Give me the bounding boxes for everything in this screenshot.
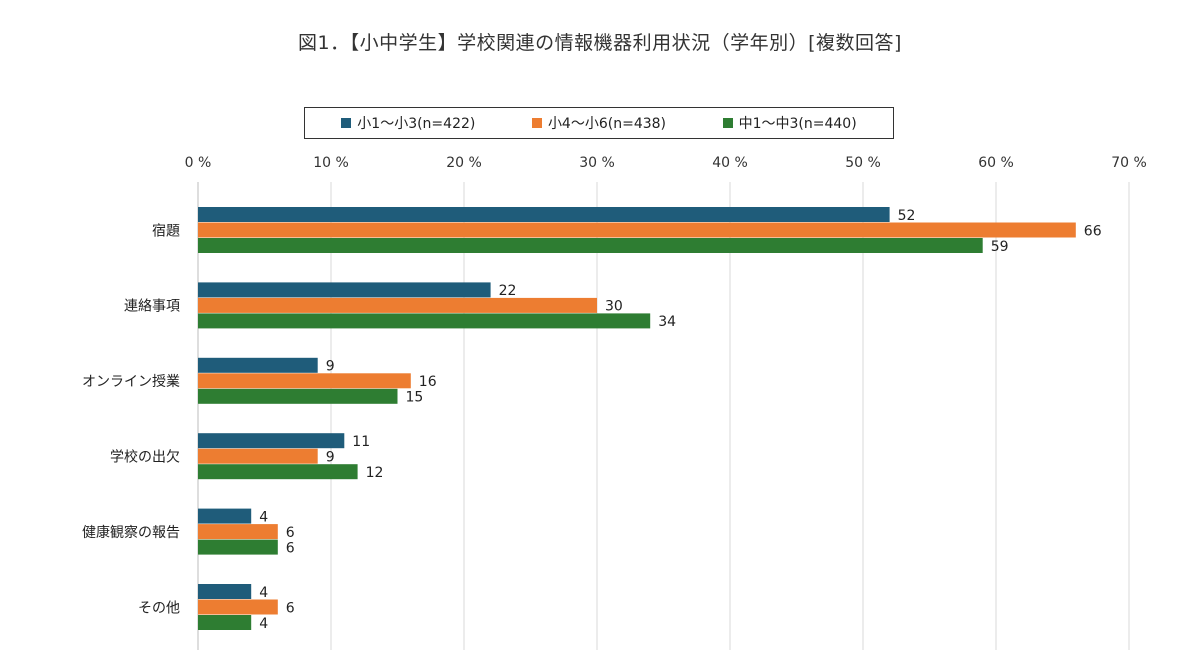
data-label: 6 [286, 525, 295, 541]
data-label: 6 [286, 540, 295, 556]
x-tick-label: 50 % [845, 155, 881, 171]
bar [198, 207, 890, 222]
data-label: 30 [605, 299, 623, 315]
x-tick-label: 70 % [1111, 155, 1147, 171]
bar [198, 238, 983, 253]
data-label: 59 [991, 239, 1009, 255]
category-label: 宿題 [152, 222, 180, 239]
legend-swatch-series-3 [722, 118, 733, 128]
legend-label-series-2: 小4〜小6(n=438) [547, 116, 667, 132]
data-label: 4 [259, 585, 268, 601]
data-label: 12 [366, 465, 384, 481]
bar [198, 222, 1076, 238]
x-tick-label: 40 % [712, 155, 748, 171]
legend-label-series-3: 中1〜中3(n=440) [738, 116, 857, 132]
legend-item-series-2: 小4〜小6(n=438) [531, 113, 667, 133]
bar [198, 615, 252, 630]
data-label: 11 [352, 434, 370, 450]
data-label: 52 [898, 208, 916, 224]
category-label: 連絡事項 [124, 299, 180, 315]
data-label: 16 [419, 374, 437, 390]
chart-title: 図1．【小中学生】学校関連の情報機器利用状況（学年別）[複数回答] [298, 32, 902, 54]
category-label: 健康観察の報告 [82, 524, 180, 541]
bar [198, 524, 278, 540]
x-tick-label: 10 % [313, 155, 349, 171]
bar [198, 433, 345, 449]
data-label: 9 [326, 449, 335, 465]
data-label: 15 [406, 390, 424, 406]
x-tick-label: 0 % [185, 155, 212, 171]
legend-label-series-1: 小1〜小3(n=422) [357, 116, 476, 132]
bar [198, 357, 318, 373]
x-tick-label: 60 % [978, 155, 1014, 171]
bar [198, 297, 597, 313]
legend-swatch-series-1 [341, 118, 352, 128]
bar [198, 464, 358, 480]
category-label: オンライン授業 [82, 374, 180, 390]
x-tick-label: 20 % [446, 155, 482, 171]
data-label: 34 [658, 314, 676, 330]
category-label: その他 [138, 600, 180, 616]
data-label: 66 [1084, 223, 1102, 239]
category-label: 学校の出欠 [110, 448, 180, 465]
bar [198, 584, 252, 599]
bar [198, 599, 278, 615]
legend-item-series-1: 小1〜小3(n=422) [341, 113, 475, 133]
data-label: 6 [286, 600, 295, 616]
bar [198, 373, 411, 389]
bar [198, 282, 491, 298]
bar [198, 448, 318, 464]
data-label: 9 [326, 359, 335, 375]
legend-swatch-series-2 [531, 118, 542, 128]
legend: 小1〜小3(n=422) 小4〜小6(n=438) 中1〜中3(n=440) [304, 107, 894, 139]
data-label: 4 [259, 616, 268, 632]
x-tick-label: 30 % [579, 155, 615, 171]
bar [198, 313, 651, 329]
data-label: 22 [499, 283, 517, 299]
bar [198, 539, 278, 555]
legend-item-series-3: 中1〜中3(n=440) [722, 113, 857, 133]
data-label: 4 [259, 509, 268, 525]
bar [198, 508, 252, 524]
bar [198, 388, 398, 404]
